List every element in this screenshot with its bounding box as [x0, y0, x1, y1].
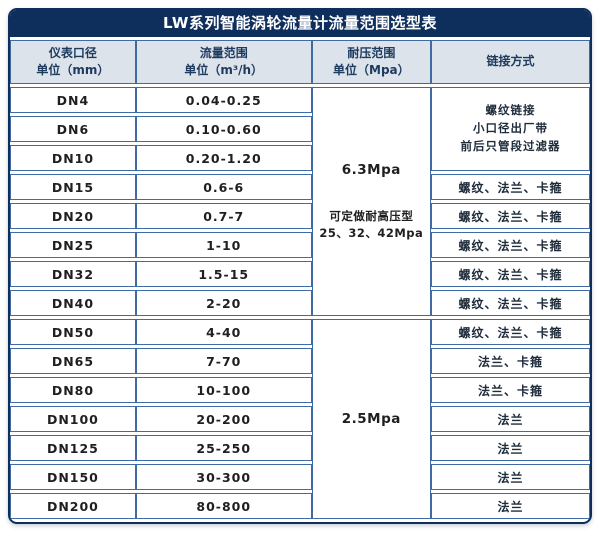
connection-cell: 法兰: [431, 406, 590, 432]
table-row: DN40 2-20 螺纹、法兰、卡箍: [10, 290, 590, 316]
flow-range-cell: 20-200: [135, 406, 312, 432]
table-row: DN25 1-10 螺纹、法兰、卡箍: [10, 232, 590, 258]
connection-group-line1: 螺纹链接: [485, 103, 536, 118]
table-row: DN4 0.04-0.25 6.3Mpa 可定做耐高压型 25、32、42Mpa…: [10, 87, 590, 316]
diameter-cell: DN4: [10, 87, 136, 113]
flow-range-cell: 0.10-0.60: [135, 116, 312, 142]
pressure-value: 2.5Mpa: [341, 411, 401, 427]
pressure-note-line2: 25、32、42Mpa: [319, 225, 424, 240]
connection-cell: 法兰: [431, 435, 590, 461]
diameter-cell: DN25: [10, 232, 136, 258]
table-row: DN15 0.6-6 螺纹、法兰、卡箍: [10, 174, 590, 200]
table-row: DN200 80-800 法兰: [10, 493, 590, 519]
flow-range-cell: 10-100: [135, 377, 312, 403]
pressure-note: 可定做耐高压型 25、32、42Mpa: [315, 208, 428, 241]
diameter-cell: DN50: [10, 319, 136, 345]
page-title: LW系列智能涡轮流量计流量范围选型表: [10, 10, 590, 37]
spec-table-card: LW系列智能涡轮流量计流量范围选型表 仪表口径 单位（mm） 流量范围 单位（m…: [8, 8, 592, 524]
table-row: DN20 0.7-7 螺纹、法兰、卡箍: [10, 203, 590, 229]
connection-cell: 螺纹、法兰、卡箍: [431, 174, 590, 200]
flow-range-cell: 80-800: [135, 493, 312, 519]
table-row: DN125 25-250 法兰: [10, 435, 590, 461]
col-header-flow-line1: 流量范围: [199, 45, 248, 60]
connection-cell: 法兰、卡箍: [431, 348, 590, 374]
connection-group-small-diameter: 螺纹链接 小口径出厂带 前后只管段过滤器: [431, 87, 590, 171]
flow-range-cell: 25-250: [135, 435, 312, 461]
connection-cell: 螺纹、法兰、卡箍: [431, 290, 590, 316]
diameter-cell: DN32: [10, 261, 136, 287]
diameter-cell: DN125: [10, 435, 136, 461]
col-header-pressure: 耐压范围 单位（Mpa）: [311, 40, 432, 84]
connection-cell: 法兰、卡箍: [431, 377, 590, 403]
pressure-value: 6.3Mpa: [341, 161, 401, 178]
table-row: DN6 0.10-0.60: [10, 116, 590, 142]
header-row: 仪表口径 单位（mm） 流量范围 单位（m³/h） 耐压范围 单位（Mpa） 链…: [10, 40, 590, 84]
diameter-cell: DN10: [10, 145, 136, 171]
flow-range-cell: 2-20: [135, 290, 312, 316]
col-header-flow: 流量范围 单位（m³/h）: [135, 40, 312, 84]
flow-range-cell: 0.7-7: [135, 203, 312, 229]
table-row: DN10 0.20-1.20: [10, 145, 590, 171]
diameter-cell: DN20: [10, 203, 136, 229]
pressure-note-line1: 可定做耐高压型: [329, 208, 414, 223]
flow-range-cell: 1-10: [135, 232, 312, 258]
col-header-connection: 链接方式: [431, 40, 590, 84]
flow-range-cell: 30-300: [135, 464, 312, 490]
table-row: DN65 7-70 法兰、卡箍: [10, 348, 590, 374]
table-row: DN32 1.5-15 螺纹、法兰、卡箍: [10, 261, 590, 287]
flow-range-cell: 7-70: [135, 348, 312, 374]
spec-table: 仪表口径 单位（mm） 流量范围 单位（m³/h） 耐压范围 单位（Mpa） 链…: [10, 37, 590, 522]
diameter-cell: DN200: [10, 493, 136, 519]
col-header-pressure-line1: 耐压范围: [347, 45, 396, 60]
diameter-cell: DN40: [10, 290, 136, 316]
diameter-cell: DN65: [10, 348, 136, 374]
diameter-cell: DN150: [10, 464, 136, 490]
flow-range-cell: 0.6-6: [135, 174, 312, 200]
flow-range-cell: 0.04-0.25: [135, 87, 312, 113]
connection-cell: 螺纹、法兰、卡箍: [431, 203, 590, 229]
col-header-diameter-line1: 仪表口径: [48, 45, 97, 60]
connection-group-line3: 前后只管段过滤器: [460, 138, 561, 153]
table-row: DN50 4-40 2.5Mpa 螺纹、法兰、卡箍: [10, 319, 590, 519]
diameter-cell: DN15: [10, 174, 136, 200]
table-row: DN150 30-300 法兰: [10, 464, 590, 490]
connection-cell: 螺纹、法兰、卡箍: [431, 319, 590, 345]
connection-cell: 法兰: [431, 493, 590, 519]
pressure-group-high: 6.3Mpa 可定做耐高压型 25、32、42Mpa: [311, 87, 432, 316]
connection-cell: 螺纹、法兰、卡箍: [431, 232, 590, 258]
table-row: DN80 10-100 法兰、卡箍: [10, 377, 590, 403]
connection-cell: 法兰: [431, 464, 590, 490]
diameter-cell: DN6: [10, 116, 136, 142]
pressure-group-low: 2.5Mpa: [311, 319, 432, 519]
table-row: DN100 20-200 法兰: [10, 406, 590, 432]
col-header-flow-line2: 单位（m³/h）: [184, 63, 264, 77]
col-header-diameter-line2: 单位（mm）: [36, 63, 110, 77]
col-header-pressure-line2: 单位（Mpa）: [333, 63, 410, 77]
connection-cell: 螺纹、法兰、卡箍: [431, 261, 590, 287]
col-header-diameter: 仪表口径 单位（mm）: [10, 40, 136, 84]
flow-range-cell: 1.5-15: [135, 261, 312, 287]
diameter-cell: DN80: [10, 377, 136, 403]
connection-group-line2: 小口径出厂带: [473, 121, 549, 136]
flow-range-cell: 4-40: [135, 319, 312, 345]
diameter-cell: DN100: [10, 406, 136, 432]
flow-range-cell: 0.20-1.20: [135, 145, 312, 171]
